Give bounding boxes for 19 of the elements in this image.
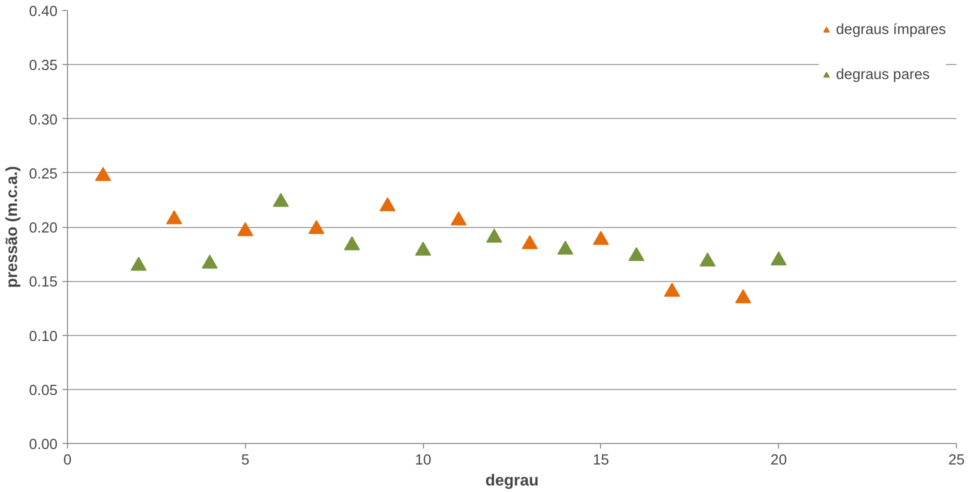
x-tick-label: 20: [770, 452, 787, 468]
x-tick-label: 10: [414, 452, 432, 468]
legend-label: degraus ímpares: [836, 22, 946, 38]
y-tick-label: 0.30: [28, 112, 58, 128]
legend-label: degraus pares: [836, 67, 930, 83]
y-tick-label: 0.10: [28, 328, 58, 345]
x-tick-label: 25: [948, 452, 965, 468]
x-axis-title: degrau: [485, 472, 539, 490]
y-tick-label: 0.20: [28, 220, 58, 236]
y-axis-title: pressão (m.c.a.): [4, 166, 21, 288]
y-tick-label: 0.40: [28, 4, 58, 20]
y-tick-label: 0.35: [28, 58, 58, 74]
y-tick-label: 0.05: [28, 382, 58, 399]
y-tick-label: 0.15: [28, 274, 58, 291]
x-tick-label: 0: [63, 452, 72, 468]
x-tick-label: 5: [241, 452, 250, 468]
x-tick-label: 15: [592, 452, 610, 468]
y-tick-label: 0.25: [28, 166, 58, 182]
y-tick-label: 0.00: [28, 437, 58, 453]
